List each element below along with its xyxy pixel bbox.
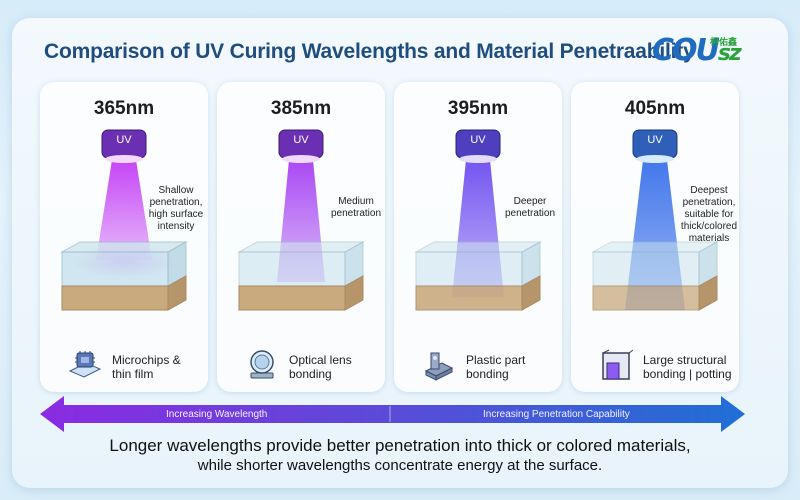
wavelength-label: 365nm [93, 98, 155, 119]
application-label: Optical lens bonding [289, 353, 352, 381]
wavelength-label: 385nm [270, 98, 332, 119]
logo-cn: 柯佑鑫 [710, 37, 738, 47]
plastic-part-icon [424, 352, 454, 381]
structure-icon [602, 349, 633, 380]
penetration-description: Medium penetration [330, 196, 382, 219]
wavelength-card-405: 405nm UV Deepest penetration, suitable f… [571, 82, 739, 392]
uv-beam-diagram [237, 129, 365, 311]
uv-lamp-label: UV [470, 134, 486, 146]
uv-beam-diagram [591, 129, 719, 311]
direction-arrow [40, 396, 745, 432]
wavelength-label: 395nm [447, 98, 509, 119]
lens-icon [250, 350, 274, 379]
wavelength-card-365: 365nm UV Shallow penetration, high surfa… [40, 82, 208, 392]
wavelength-card-395: 395nm UV Deeper penetration Plastic part… [394, 82, 562, 392]
wavelength-card-385: 385nm UV Medium penetration Optical lens… [217, 82, 385, 392]
penetration-description: Deeper penetration [504, 196, 556, 219]
penetration-description: Shallow penetration, high surface intens… [148, 185, 204, 232]
uv-lamp-label: UV [293, 134, 309, 146]
logo-text: COU [652, 33, 720, 68]
uv-beam-diagram [60, 129, 188, 311]
arrow-label-penetration: Increasing Penetration Capability [483, 409, 630, 420]
uv-beam-diagram [414, 129, 542, 311]
uv-lamp-label: UV [647, 134, 663, 146]
footer-line-1: Longer wavelengths provide better penetr… [109, 436, 691, 455]
brand-logo: COUsz 柯佑鑫 [652, 33, 747, 73]
penetration-description: Deepest penetration, suitable for thick/… [680, 185, 738, 244]
uv-lamp-label: UV [116, 134, 132, 146]
uv-beam [96, 160, 152, 260]
application-label: Plastic part bonding [466, 353, 526, 381]
application-label: Microchips & thin film [112, 353, 181, 381]
logo-suffix: sz [717, 41, 742, 66]
wavelength-label: 405nm [624, 98, 686, 119]
microchip-icon [68, 351, 102, 378]
application-label: Large structural bonding | potting [643, 353, 732, 381]
page-title: Comparison of UV Curing Wavelengths and … [44, 40, 695, 63]
footer-line-2: while shorter wavelengths concentrate en… [197, 457, 603, 474]
arrow-label-wavelength: Increasing Wavelength [166, 409, 268, 420]
